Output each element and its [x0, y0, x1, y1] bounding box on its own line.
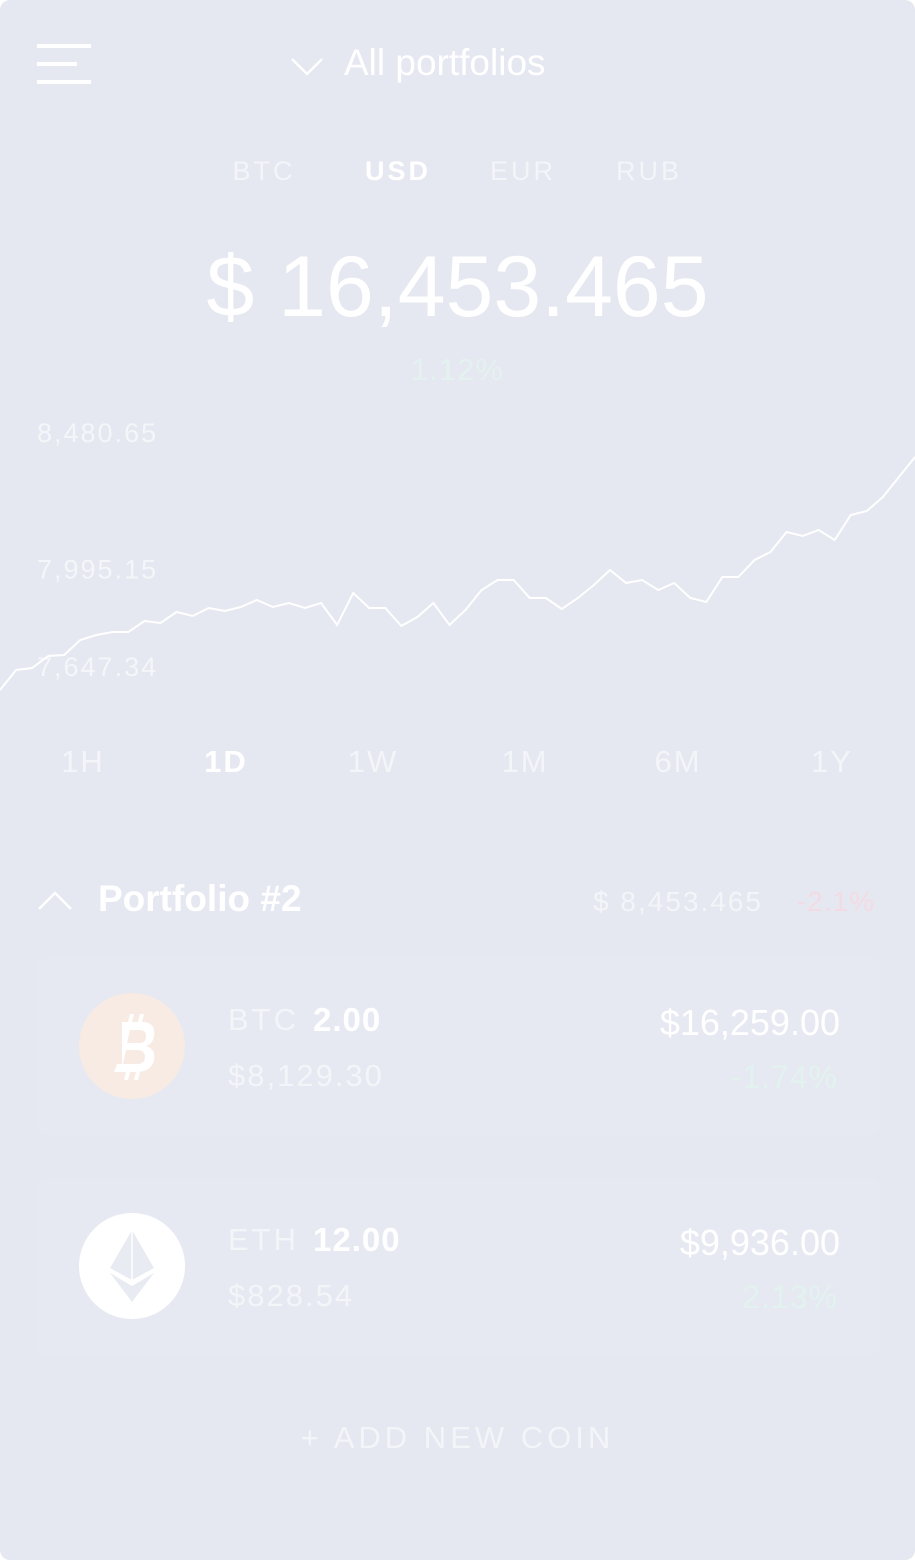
menu-icon[interactable]: [37, 44, 91, 84]
coin-symbol: BTC: [228, 1002, 299, 1037]
portfolio-name[interactable]: Portfolio #2: [98, 878, 302, 919]
btc-glyph: [114, 1014, 155, 1080]
currency-tab[interactable]: RUB: [615, 156, 682, 186]
coin-value: $9,936.00: [679, 1222, 840, 1263]
period-tab[interactable]: 1D: [204, 744, 248, 779]
coin-icon: [79, 1213, 185, 1319]
coin-icon: [79, 993, 185, 1099]
coin-amount: 2.00: [313, 1001, 382, 1038]
currency-tab[interactable]: EUR: [489, 156, 556, 186]
period-tab[interactable]: 1Y: [811, 744, 853, 779]
coin-change: 2.13%: [742, 1279, 838, 1315]
eth-bottom: [110, 1273, 154, 1302]
price-chart: 8,480.65 7,995.15 7,647.34: [0, 418, 915, 691]
currency-tab[interactable]: BTC: [232, 156, 296, 186]
portfolio-change: -2.1%: [796, 886, 875, 917]
coin-value: $16,259.00: [659, 1002, 840, 1043]
coin-amount: 12.00: [313, 1221, 401, 1258]
y-tick-label: 7,647.34: [37, 652, 158, 682]
period-tab[interactable]: 1H: [61, 744, 105, 779]
add-coin-button[interactable]: + ADD NEW COIN: [300, 1420, 615, 1455]
collapse-chevron[interactable]: [37, 888, 73, 912]
dropdown-chevron[interactable]: [290, 56, 324, 78]
portfolio-total: $ 8,453.465: [593, 886, 763, 917]
y-tick-label: 8,480.65: [37, 418, 158, 448]
price-line: [0, 456, 915, 691]
coin-price: $8,129.30: [228, 1058, 384, 1093]
currency-tab[interactable]: USD: [364, 156, 431, 186]
period-tab[interactable]: 1W: [347, 744, 399, 779]
period-tab[interactable]: 6M: [654, 744, 702, 779]
portfolio-selector[interactable]: All portfolios: [344, 42, 546, 83]
y-tick-label: 7,995.15: [37, 554, 158, 584]
coin-change: -1.74%: [730, 1059, 838, 1095]
balance: $ 16,453.465: [206, 239, 709, 335]
balance-change: 1.12%: [411, 352, 504, 387]
period-tab[interactable]: 1M: [501, 744, 549, 779]
coin-price: $828.54: [228, 1278, 355, 1313]
coin-symbol: ETH: [228, 1222, 299, 1257]
